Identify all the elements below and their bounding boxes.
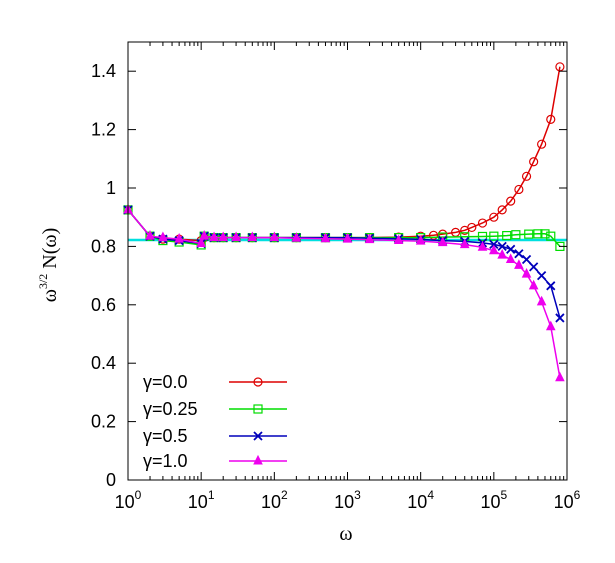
data-point xyxy=(218,231,229,242)
y-tick-label: 1.2 xyxy=(91,120,116,140)
data-point xyxy=(428,230,439,240)
data-point xyxy=(524,229,534,239)
data-point xyxy=(555,313,565,323)
data-point xyxy=(497,241,507,252)
data-point xyxy=(537,139,547,149)
data-point xyxy=(199,230,210,240)
data-point xyxy=(521,254,532,265)
data-point xyxy=(364,233,375,244)
data-point xyxy=(489,231,499,241)
data-point xyxy=(269,231,280,242)
data-point xyxy=(546,281,556,291)
legend-swatch-marker xyxy=(253,377,263,387)
legend-label: γ=1.0 xyxy=(143,451,188,471)
y-tick-label: 0.4 xyxy=(91,353,116,373)
series-2 xyxy=(123,205,565,323)
data-point xyxy=(158,231,168,242)
y-tick-label: 0.8 xyxy=(91,236,116,256)
data-point xyxy=(497,249,507,259)
data-point xyxy=(506,196,516,206)
x-tick-label: 106 xyxy=(554,488,581,512)
data-point xyxy=(529,262,539,272)
y-tick-label: 1 xyxy=(106,178,116,198)
data-point xyxy=(459,238,470,249)
data-point xyxy=(506,244,516,254)
y-tick-label: 0 xyxy=(106,470,116,490)
data-point xyxy=(415,235,426,245)
data-point xyxy=(555,371,565,382)
data-point xyxy=(477,241,488,251)
y-tick-label: 1.4 xyxy=(91,61,116,81)
data-point xyxy=(231,231,241,242)
data-point xyxy=(497,205,507,215)
data-point xyxy=(209,231,219,242)
data-point xyxy=(477,218,488,228)
data-point xyxy=(145,230,155,240)
legend-swatch-marker xyxy=(253,454,263,465)
data-point xyxy=(174,232,184,243)
data-point xyxy=(505,253,516,264)
series-line xyxy=(127,209,561,319)
data-point xyxy=(545,320,556,331)
series-0 xyxy=(123,62,565,246)
data-point xyxy=(529,157,539,167)
y-tick-label: 0.6 xyxy=(91,295,116,315)
x-tick-label: 102 xyxy=(261,488,288,512)
data-point xyxy=(514,249,524,259)
x-tick-label: 104 xyxy=(407,488,434,512)
data-point xyxy=(511,230,521,240)
x-axis-label: ω xyxy=(339,523,352,545)
y-tick-label: 0.2 xyxy=(91,412,116,432)
series-3 xyxy=(123,203,565,382)
series-1 xyxy=(123,205,565,251)
legend-label: γ=0.0 xyxy=(143,372,188,392)
data-point xyxy=(489,212,499,222)
series-line xyxy=(127,66,561,242)
data-point xyxy=(489,239,499,249)
x-tick-label: 100 xyxy=(115,488,142,512)
series-layer xyxy=(123,62,565,382)
data-point xyxy=(502,230,512,241)
data-point xyxy=(437,236,448,247)
data-point xyxy=(489,244,499,255)
data-point xyxy=(540,229,550,239)
data-point xyxy=(196,237,206,247)
data-point xyxy=(521,171,532,181)
data-point xyxy=(536,270,547,281)
legend-label: γ=0.5 xyxy=(143,426,188,446)
data-point xyxy=(514,184,524,195)
data-point xyxy=(533,229,543,239)
data-point xyxy=(393,234,404,245)
data-point xyxy=(546,114,556,124)
ticks-layer: 0 0.2 0.4 0.6 0.8 1 1.2 1.4 100 101 102 103 104 105 10… xyxy=(91,42,581,512)
data-point xyxy=(546,231,556,241)
x-tick-label: 101 xyxy=(188,488,215,512)
x-tick-label: 103 xyxy=(334,488,361,512)
data-point xyxy=(528,279,539,290)
x-tick-label: 105 xyxy=(480,488,507,512)
legend: γ=0.0 γ=0.25 γ=0.5 γ=1.0 xyxy=(143,372,287,471)
data-point xyxy=(514,259,524,269)
data-point xyxy=(467,222,477,233)
legend-swatch-marker xyxy=(253,404,263,414)
data-point xyxy=(320,232,331,243)
data-point xyxy=(521,268,532,278)
y-axis-label: ω3/2 N(ω) xyxy=(36,228,61,302)
data-point xyxy=(291,232,302,242)
data-point xyxy=(477,231,488,242)
legend-label: γ=0.25 xyxy=(143,399,198,419)
data-point xyxy=(342,232,353,243)
data-point xyxy=(536,295,547,306)
legend-swatch-marker xyxy=(253,431,263,441)
data-point xyxy=(247,231,258,242)
